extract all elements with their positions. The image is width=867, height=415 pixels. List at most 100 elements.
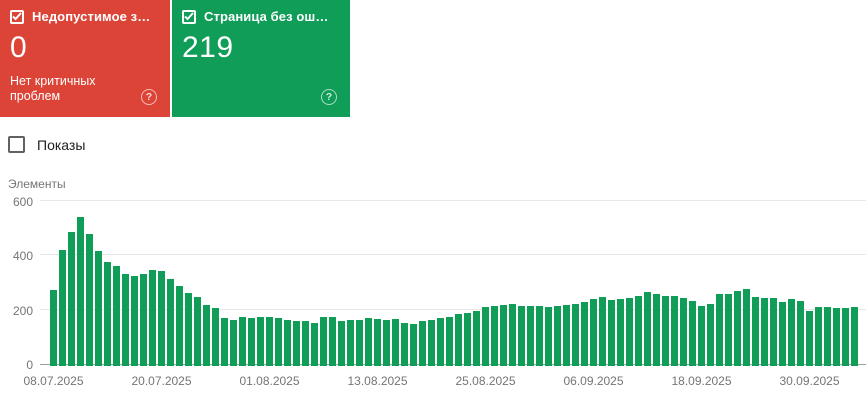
- chart-bar[interactable]: [770, 298, 777, 366]
- chart-bar[interactable]: [248, 318, 255, 366]
- chart-bar[interactable]: [644, 292, 651, 366]
- chart-bar[interactable]: [797, 301, 804, 366]
- chart-bar[interactable]: [590, 299, 597, 366]
- chart-bar[interactable]: [662, 296, 669, 366]
- chart-bar[interactable]: [761, 298, 768, 366]
- chart-bar[interactable]: [851, 307, 858, 366]
- chart-bar[interactable]: [410, 324, 417, 366]
- chart-bar[interactable]: [779, 302, 786, 366]
- chart-bar[interactable]: [284, 320, 291, 366]
- card-critical-toggle[interactable]: Недопустимое з…: [10, 9, 158, 24]
- chart-bar[interactable]: [599, 297, 606, 366]
- chart-bar[interactable]: [689, 301, 696, 366]
- chart-bar[interactable]: [824, 307, 831, 366]
- chart-bar[interactable]: [221, 318, 228, 366]
- chart-bar[interactable]: [716, 294, 723, 366]
- chart-bar[interactable]: [257, 317, 264, 366]
- chart-bar[interactable]: [59, 250, 66, 366]
- chart-bar[interactable]: [230, 320, 237, 366]
- chart-bar[interactable]: [392, 319, 399, 366]
- chart-bar[interactable]: [194, 297, 201, 366]
- chart-bar[interactable]: [743, 289, 750, 366]
- chart-bar[interactable]: [635, 296, 642, 366]
- chart-bar[interactable]: [212, 308, 219, 366]
- chart-bar[interactable]: [725, 294, 732, 366]
- chart-bar[interactable]: [842, 308, 849, 366]
- chart-bar[interactable]: [545, 307, 552, 366]
- chart-bar[interactable]: [239, 317, 246, 366]
- chart-bar[interactable]: [347, 320, 354, 366]
- chart-bar[interactable]: [185, 293, 192, 366]
- chart-bar[interactable]: [86, 234, 93, 366]
- help-icon[interactable]: ?: [141, 89, 157, 105]
- chart-bar[interactable]: [293, 321, 300, 366]
- chart-bar[interactable]: [203, 305, 210, 366]
- chart-bar[interactable]: [536, 306, 543, 366]
- chart-bar[interactable]: [158, 271, 165, 366]
- chart-bar[interactable]: [698, 306, 705, 366]
- chart-bar[interactable]: [572, 304, 579, 366]
- chart-bar[interactable]: [338, 321, 345, 366]
- chart-bar[interactable]: [527, 306, 534, 366]
- chart-bar[interactable]: [833, 308, 840, 366]
- chart-bar[interactable]: [365, 318, 372, 366]
- chart-bar[interactable]: [419, 321, 426, 366]
- chart-bar[interactable]: [446, 317, 453, 366]
- impressions-filter[interactable]: Показы: [8, 136, 85, 153]
- chart-bar[interactable]: [680, 298, 687, 366]
- card-ok-toggle[interactable]: Страница без ош…: [182, 9, 338, 24]
- chart-bar[interactable]: [275, 318, 282, 366]
- chart-bar[interactable]: [356, 320, 363, 366]
- chart-bar[interactable]: [140, 274, 147, 366]
- chart-bar[interactable]: [131, 276, 138, 366]
- help-icon[interactable]: ?: [321, 89, 337, 105]
- chart-bar[interactable]: [788, 299, 795, 366]
- chart-bar[interactable]: [464, 313, 471, 366]
- chart-bar[interactable]: [671, 296, 678, 366]
- chart-bar[interactable]: [302, 321, 309, 366]
- chart-bar[interactable]: [734, 291, 741, 366]
- chart-bar[interactable]: [122, 274, 129, 366]
- chart-bar[interactable]: [437, 318, 444, 366]
- chart-bar[interactable]: [482, 307, 489, 366]
- chart-bar[interactable]: [50, 290, 57, 366]
- chart-bar[interactable]: [455, 314, 462, 366]
- chart-bar[interactable]: [401, 323, 408, 366]
- y-tick-label: 600: [12, 195, 33, 209]
- chart-bar[interactable]: [77, 217, 84, 366]
- chart-bar[interactable]: [608, 300, 615, 366]
- checkbox-unchecked-icon[interactable]: [8, 136, 25, 153]
- chart-bar[interactable]: [383, 320, 390, 366]
- chart-bar[interactable]: [149, 270, 156, 366]
- chart-bar[interactable]: [311, 323, 318, 366]
- chart-bar[interactable]: [815, 307, 822, 366]
- chart-bar[interactable]: [176, 286, 183, 366]
- chart-bar[interactable]: [266, 317, 273, 366]
- chart-bar[interactable]: [617, 299, 624, 366]
- chart-bar[interactable]: [707, 304, 714, 366]
- chart-bar[interactable]: [554, 306, 561, 366]
- chart-bar[interactable]: [806, 311, 813, 366]
- chart-bar[interactable]: [329, 317, 336, 366]
- chart-bar[interactable]: [581, 302, 588, 366]
- chart-bar[interactable]: [104, 262, 111, 366]
- impressions-filter-label: Показы: [37, 136, 86, 153]
- checkbox-checked-icon[interactable]: [10, 9, 24, 24]
- chart-bar[interactable]: [68, 232, 75, 366]
- checkbox-checked-icon[interactable]: [182, 9, 196, 24]
- chart-bar[interactable]: [518, 306, 525, 366]
- chart-bar[interactable]: [500, 305, 507, 366]
- chart-bar[interactable]: [167, 279, 174, 366]
- chart-bar[interactable]: [428, 320, 435, 366]
- chart-bar[interactable]: [491, 306, 498, 366]
- chart-bar[interactable]: [626, 298, 633, 366]
- chart-bar[interactable]: [374, 319, 381, 366]
- chart-bar[interactable]: [563, 305, 570, 366]
- chart-bar[interactable]: [113, 266, 120, 366]
- chart-bar[interactable]: [653, 294, 660, 366]
- chart-bar[interactable]: [752, 297, 759, 366]
- chart-bar[interactable]: [473, 311, 480, 366]
- chart-bar[interactable]: [95, 251, 102, 366]
- chart-bar[interactable]: [320, 317, 327, 366]
- chart-bar[interactable]: [509, 304, 516, 366]
